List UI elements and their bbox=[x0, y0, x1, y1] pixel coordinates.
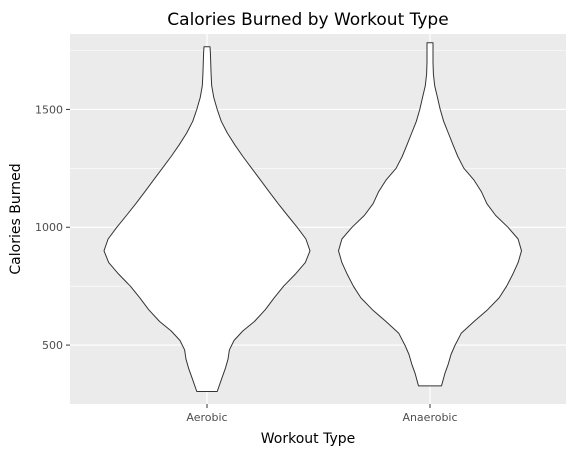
y-axis-title: Calories Burned bbox=[8, 163, 24, 274]
y-tick-label: 1000 bbox=[35, 221, 63, 234]
x-tick-label: Anaerobic bbox=[402, 411, 457, 424]
y-tick-label: 500 bbox=[42, 339, 63, 352]
x-axis-title: Workout Type bbox=[261, 431, 356, 447]
violin-aerobic bbox=[103, 46, 311, 392]
x-axis: Aerobic Anaerobic bbox=[186, 404, 458, 424]
chart-title: Calories Burned by Workout Type bbox=[167, 10, 448, 30]
violin-anaerobic bbox=[338, 42, 522, 387]
violins bbox=[103, 42, 522, 392]
y-axis: 500 1000 1500 bbox=[35, 103, 70, 352]
x-tick-label: Aerobic bbox=[186, 411, 227, 424]
y-tick-label: 1500 bbox=[35, 103, 63, 116]
